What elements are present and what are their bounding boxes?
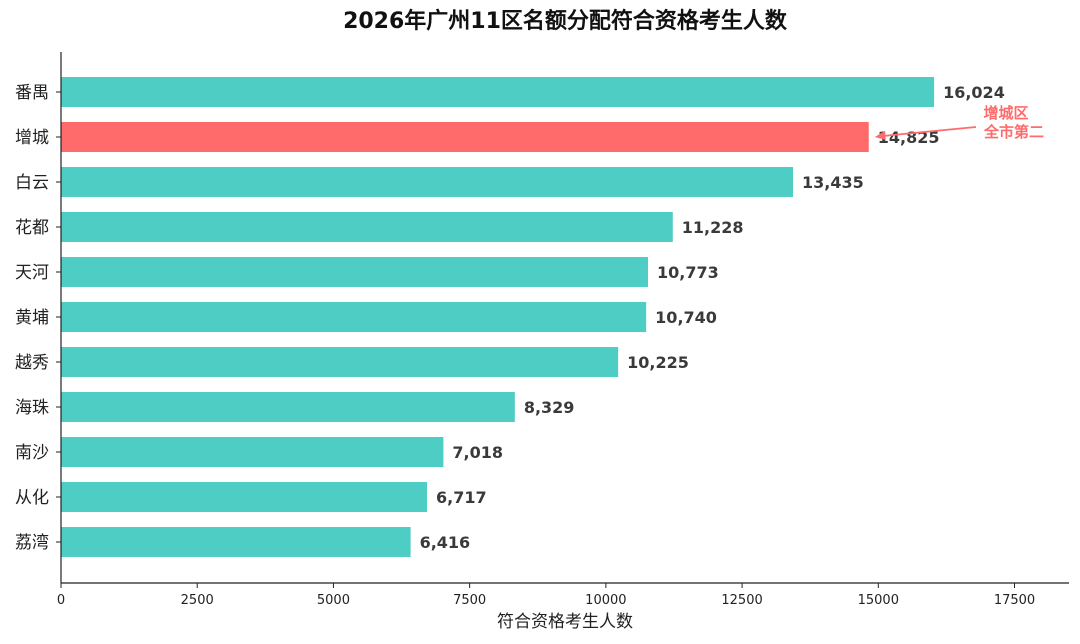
annotation-arrow-line: [882, 126, 977, 137]
y-tick-label: 天河: [15, 263, 49, 283]
y-tick-label: 海珠: [15, 398, 49, 418]
bar-花都: [61, 212, 673, 242]
bars-layer: 16,02414,82513,43511,22810,77310,74010,2…: [61, 77, 1044, 557]
annotation-arrow-head: [874, 131, 886, 140]
data-label: 10,225: [627, 353, 689, 372]
data-label: 10,773: [657, 263, 719, 282]
y-tick-label: 越秀: [15, 353, 49, 373]
bar-从化: [61, 482, 427, 512]
x-tick-label: 0: [57, 593, 65, 608]
bar-白云: [61, 167, 794, 197]
annotation-line: 增城区: [983, 104, 1028, 122]
y-tick-label: 增城: [15, 128, 49, 148]
x-tick-label: 17500: [994, 593, 1035, 608]
y-tick-label: 花都: [15, 218, 49, 238]
y-tick-label: 从化: [15, 488, 49, 508]
data-label: 11,228: [682, 218, 744, 237]
data-label: 6,717: [436, 488, 487, 507]
y-tick-label: 荔湾: [15, 533, 49, 553]
x-tick-label: 12500: [721, 593, 762, 608]
bar-海珠: [61, 392, 515, 422]
y-tick-label: 黄埔: [15, 308, 49, 328]
data-label: 7,018: [452, 443, 503, 462]
chart-title: 2026年广州11区名额分配符合资格考生人数: [343, 8, 788, 34]
x-tick-label: 2500: [181, 593, 214, 608]
bar-荔湾: [61, 527, 411, 557]
bar-番禺: [61, 77, 935, 107]
bar-南沙: [61, 437, 444, 467]
bar-增城: [61, 122, 869, 152]
x-tick-label: 5000: [317, 593, 350, 608]
data-label: 16,024: [943, 83, 1005, 102]
data-label: 13,435: [802, 173, 864, 192]
x-axis-title: 符合资格考生人数: [497, 612, 633, 632]
data-label: 8,329: [524, 398, 575, 417]
bar-越秀: [61, 347, 619, 377]
x-tick-label: 7500: [453, 593, 486, 608]
x-tick-label: 15000: [858, 593, 899, 608]
annotation-line: 全市第二: [983, 123, 1044, 141]
y-tick-label: 白云: [15, 173, 49, 193]
data-label: 10,740: [655, 308, 717, 327]
y-tick-label: 番禺: [15, 83, 49, 103]
data-label: 6,416: [420, 533, 471, 552]
bar-黄埔: [61, 302, 647, 332]
bar-天河: [61, 257, 648, 287]
x-tick-label: 10000: [585, 593, 626, 608]
y-tick-label: 南沙: [15, 443, 49, 463]
